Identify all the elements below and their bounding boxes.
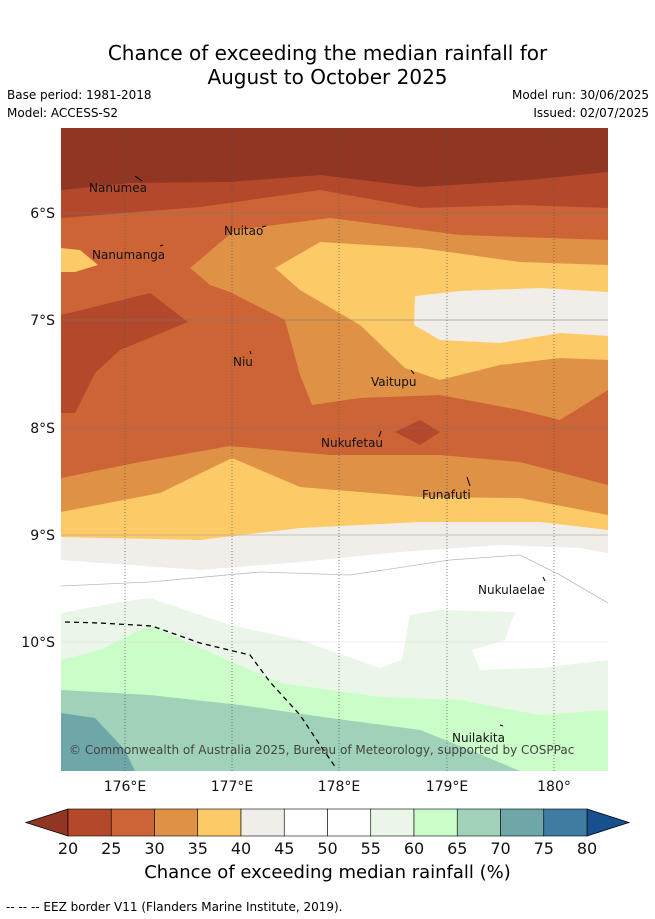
graticule bbox=[61, 128, 608, 771]
colorbar-tick: 55 bbox=[361, 839, 381, 858]
colorbar-swatch bbox=[197, 808, 242, 837]
place-nanumea: Nanumea bbox=[89, 181, 147, 195]
base-period: Base period: 1981-2018 bbox=[7, 88, 152, 102]
colorbar-tick: 20 bbox=[58, 839, 78, 858]
colorbar-swatch bbox=[240, 808, 285, 837]
eez-border bbox=[64, 621, 337, 769]
chart-title-line1: Chance of exceeding the median rainfall … bbox=[107, 41, 548, 65]
colorbar-swatch bbox=[327, 808, 372, 837]
colorbar-tick: 65 bbox=[447, 839, 467, 858]
eez-legend: -- -- -- EEZ border V11 (Flanders Marine… bbox=[6, 900, 343, 914]
probability-contours bbox=[61, 128, 608, 771]
colorbar-swatch bbox=[543, 808, 588, 837]
place-nuilakita: Nuilakita bbox=[452, 731, 505, 745]
colorbar-swatch bbox=[67, 808, 112, 837]
place-funafuti: Funafuti bbox=[422, 488, 471, 502]
y-tick: 9°S bbox=[30, 528, 55, 544]
colorbar-under-arrow bbox=[24, 808, 69, 837]
y-tick: 6°S bbox=[30, 206, 55, 222]
colorbar-tick: 40 bbox=[231, 839, 251, 858]
colorbar: 20 25 30 35 40 45 50 55 60 65 70 75 80 bbox=[24, 808, 631, 858]
colorbar-tick: 80 bbox=[577, 839, 597, 858]
colorbar-label: Chance of exceeding median rainfall (%) bbox=[144, 862, 511, 883]
place-vaitupu: Vaitupu bbox=[371, 375, 417, 389]
colorbar-swatch bbox=[110, 808, 155, 837]
place-niu: Niu bbox=[233, 355, 253, 369]
x-tick: 176°E bbox=[104, 779, 147, 795]
colorbar-swatch bbox=[283, 808, 328, 837]
colorbar-tick: 70 bbox=[490, 839, 510, 858]
x-axis: 176°E 177°E 178°E 179°E 180° bbox=[104, 779, 571, 795]
colorbar-swatch bbox=[500, 808, 545, 837]
island-outlines bbox=[134, 175, 546, 727]
copyright-notice: © Commonwealth of Australia 2025, Bureau… bbox=[69, 743, 574, 757]
colorbar-swatch bbox=[154, 808, 199, 837]
x-tick: 179°E bbox=[426, 779, 469, 795]
colorbar-tick: 35 bbox=[188, 839, 208, 858]
issued-date: Issued: 02/07/2025 bbox=[533, 106, 649, 120]
y-axis: 6°S 7°S 8°S 9°S 10°S bbox=[21, 206, 55, 651]
y-tick: 10°S bbox=[21, 635, 55, 651]
place-nuitao: Nuitao bbox=[224, 224, 263, 238]
colorbar-swatch bbox=[370, 808, 415, 837]
colorbar-tick: 50 bbox=[317, 839, 337, 858]
place-nukulaelae: Nukulaelae bbox=[478, 583, 545, 597]
x-tick: 177°E bbox=[211, 779, 254, 795]
colorbar-swatch bbox=[413, 808, 458, 837]
model-run: Model run: 30/06/2025 bbox=[511, 88, 649, 102]
y-tick: 7°S bbox=[30, 313, 55, 329]
colorbar-over-arrow bbox=[586, 808, 631, 837]
model-name: Model: ACCESS-S2 bbox=[7, 106, 119, 120]
chart-title-line2: August to October 2025 bbox=[207, 65, 448, 89]
place-nanumanga: Nanumanga bbox=[92, 248, 165, 262]
colorbar-tick: 75 bbox=[534, 839, 554, 858]
x-tick: 180° bbox=[537, 779, 571, 795]
colorbar-tick: 25 bbox=[101, 839, 121, 858]
place-nukufetau: Nukufetau bbox=[321, 436, 383, 450]
colorbar-swatch bbox=[456, 808, 501, 837]
x-tick: 178°E bbox=[318, 779, 361, 795]
colorbar-tick: 30 bbox=[144, 839, 164, 858]
colorbar-tick: 60 bbox=[404, 839, 424, 858]
y-tick: 8°S bbox=[30, 421, 55, 437]
colorbar-tick: 45 bbox=[274, 839, 294, 858]
